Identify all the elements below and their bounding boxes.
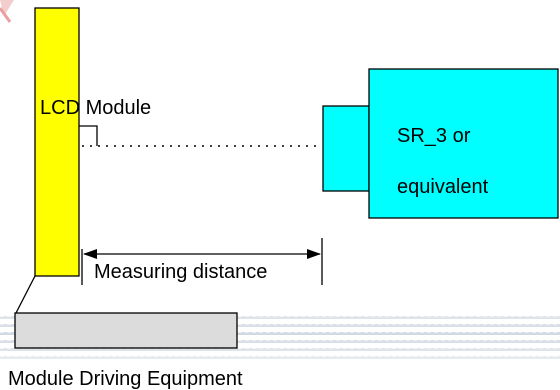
measuring-spot-marker	[79, 125, 98, 146]
lcd-to-equipment-connector	[15, 275, 36, 314]
lcd-module-label: LCD Module	[40, 97, 152, 119]
measuring-distance-dimension	[81, 238, 323, 285]
lcd-module-panel	[34, 7, 80, 277]
dimension-arrow-left	[83, 249, 97, 259]
driving-equipment-label: Module Driving Equipment	[8, 368, 243, 390]
decorative-stripe-band	[0, 316, 560, 359]
measuring-distance-label: Measuring distance	[92, 261, 270, 283]
watermark-fragment	[0, 0, 14, 23]
module-driving-equipment-box	[14, 312, 238, 349]
dimension-arrow-right	[307, 249, 321, 259]
sr3-instrument-body	[368, 68, 559, 219]
sr3-lens-block	[322, 105, 370, 192]
sr3-label-line2: equivalent	[397, 176, 489, 198]
sr3-label-line1: SR_3 or	[397, 125, 471, 147]
